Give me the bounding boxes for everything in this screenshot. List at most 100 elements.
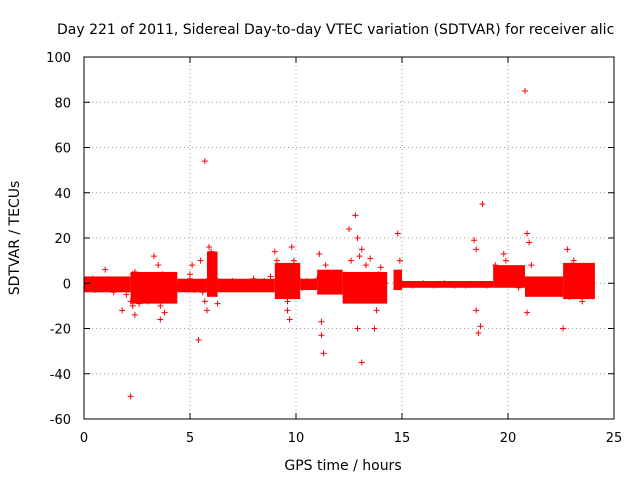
data-point (399, 280, 405, 287)
data-point (524, 309, 531, 316)
data-point (102, 266, 109, 273)
data-point (197, 257, 204, 264)
data-point (528, 262, 535, 269)
data-point (547, 282, 554, 289)
data-point (475, 330, 482, 337)
data-point (131, 311, 138, 318)
data-point (189, 262, 196, 269)
data-point (102, 282, 109, 289)
data-point (182, 282, 189, 289)
data-point (420, 280, 427, 287)
data-point (356, 253, 363, 260)
x-tick-label: 5 (186, 431, 194, 446)
data-point (127, 393, 134, 400)
data-point (521, 87, 528, 94)
data-point (106, 279, 113, 286)
data-point (163, 284, 170, 291)
y-tick-label: -40 (50, 368, 71, 383)
data-band (84, 276, 131, 293)
data-point (375, 271, 382, 278)
data-point (318, 318, 325, 325)
data-point (233, 284, 240, 291)
data-point (326, 280, 333, 287)
data-point (473, 307, 480, 314)
data-point (261, 277, 268, 284)
data-point (110, 289, 117, 296)
data-point (570, 257, 577, 264)
data-point (441, 280, 448, 287)
data-point (430, 282, 437, 289)
data-point (216, 280, 223, 287)
data-point (267, 273, 274, 280)
data-point (212, 275, 219, 282)
data-point (288, 244, 295, 251)
data-point (524, 230, 531, 237)
data-point (471, 237, 478, 244)
data-point (284, 307, 291, 314)
data-point (492, 262, 499, 269)
data-point (114, 277, 121, 284)
data-point (89, 275, 96, 282)
data-point (284, 298, 291, 305)
data-point (134, 275, 140, 282)
data-point (560, 325, 567, 332)
data-point (350, 293, 357, 300)
data-point (346, 225, 352, 232)
data-point (505, 268, 511, 275)
data-point (167, 291, 174, 298)
data-point (377, 264, 384, 271)
data-point (290, 257, 297, 264)
data-point (140, 277, 147, 284)
data-band (217, 278, 275, 293)
data-point (502, 257, 509, 264)
data-point (91, 287, 98, 294)
y-tick-label: 80 (54, 96, 71, 111)
data-point (203, 307, 210, 314)
y-tick-label: -20 (50, 323, 71, 338)
data-point (566, 293, 573, 300)
data-point (452, 282, 458, 289)
data-point (146, 275, 153, 282)
data-point (155, 262, 162, 269)
data-point (322, 262, 329, 269)
data-point (157, 316, 164, 323)
grid-lines (84, 57, 614, 419)
chart-title: Day 221 of 2011, Sidereal Day-to-day VTE… (57, 22, 614, 38)
y-tick-label: 0 (63, 277, 71, 292)
data-point (271, 248, 278, 255)
data-point (138, 287, 145, 294)
x-axis-tick-labels: 0 5 10 15 20 25 (80, 431, 622, 446)
data-point (97, 284, 104, 291)
data-band (300, 278, 318, 291)
data-point (303, 277, 310, 284)
data-point (379, 289, 386, 296)
data-point (409, 282, 416, 289)
x-tick-label: 20 (500, 431, 517, 446)
data-point (206, 244, 213, 251)
data-point (127, 298, 134, 305)
data-point (278, 284, 285, 291)
data-bands (84, 251, 595, 304)
data-point (159, 271, 166, 278)
data-point (119, 307, 126, 314)
data-point (87, 282, 94, 289)
data-band (493, 265, 525, 288)
data-point (473, 246, 480, 253)
data-point (352, 212, 359, 219)
data-point (240, 280, 246, 287)
data-point (191, 287, 198, 294)
data-point (299, 284, 306, 291)
data-point (134, 293, 140, 300)
data-point (477, 323, 484, 330)
data-point (142, 289, 149, 296)
data-point (157, 302, 164, 309)
data-point (367, 255, 374, 262)
data-point (360, 287, 367, 294)
data-point (365, 275, 372, 282)
data-point (195, 336, 202, 343)
data-band (524, 276, 564, 297)
data-point (246, 282, 253, 289)
data-point (354, 325, 361, 332)
data-point (536, 284, 543, 291)
data-point (187, 271, 193, 278)
